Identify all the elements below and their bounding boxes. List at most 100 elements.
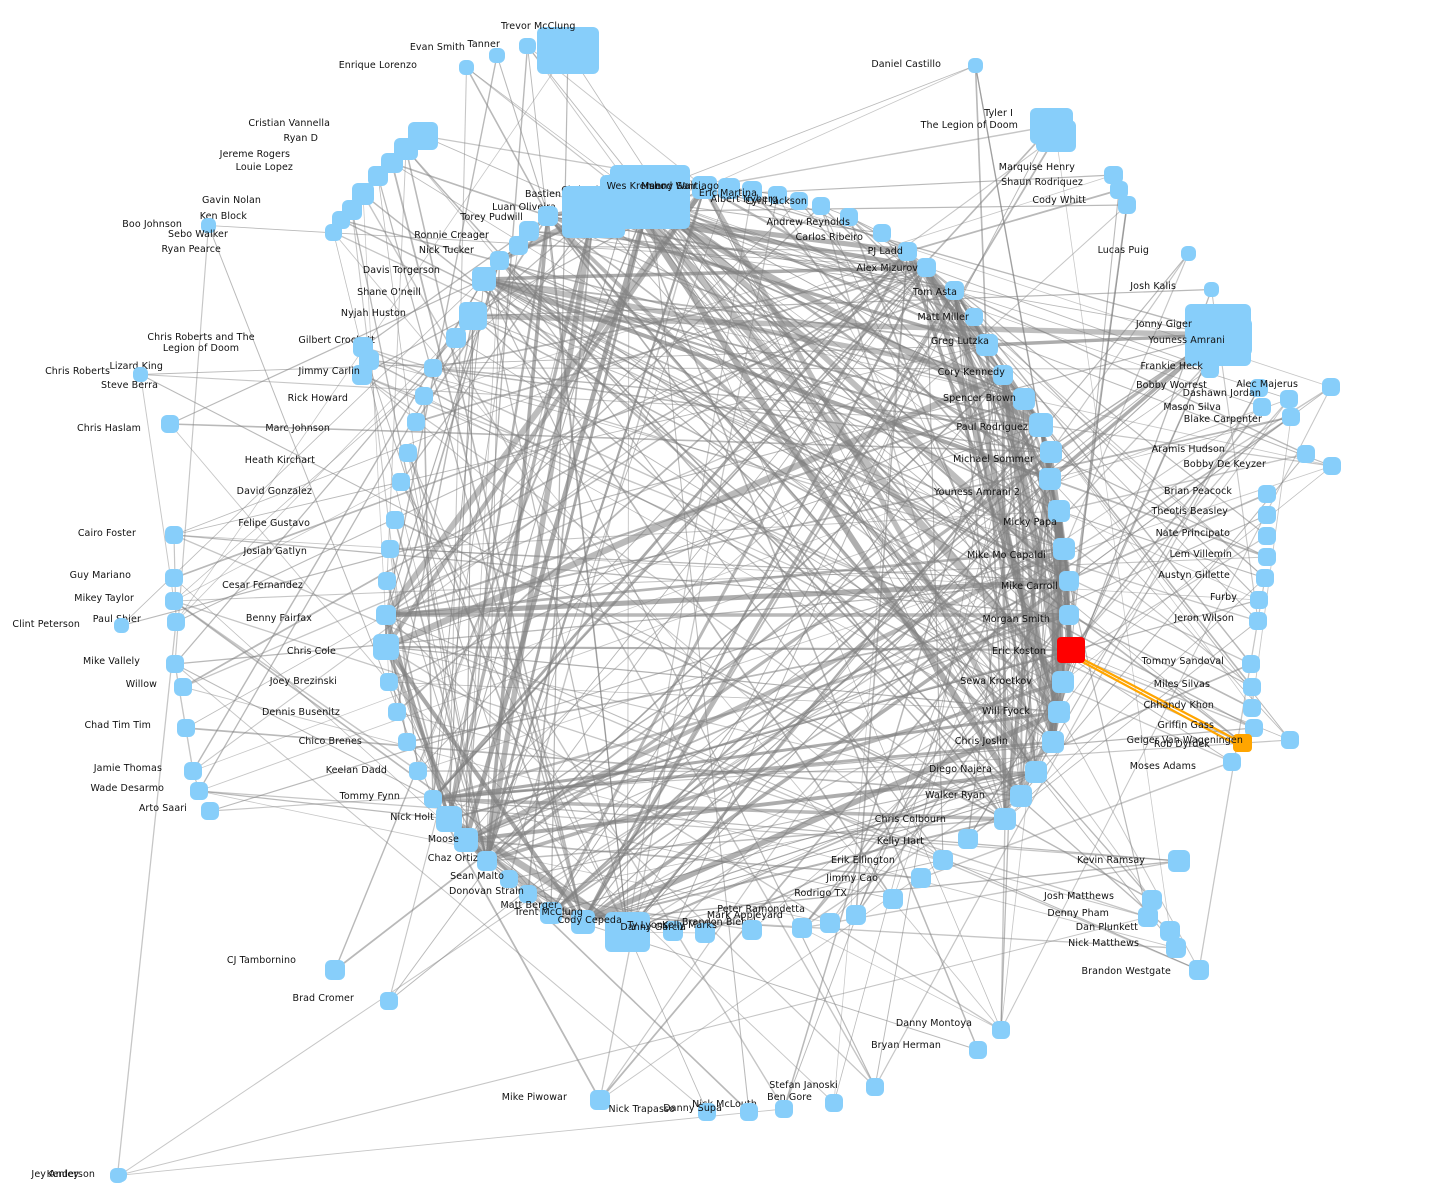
- graph-node[interactable]: [1249, 612, 1267, 630]
- graph-node[interactable]: [477, 851, 497, 871]
- graph-node[interactable]: [373, 634, 399, 660]
- graph-node[interactable]: [866, 1078, 884, 1096]
- graph-node[interactable]: [380, 673, 398, 691]
- graph-node[interactable]: [1059, 571, 1079, 591]
- graph-node[interactable]: [399, 444, 417, 462]
- graph-node[interactable]: [407, 413, 425, 431]
- graph-node[interactable]: [812, 197, 830, 215]
- graph-node[interactable]: [540, 902, 562, 924]
- graph-node[interactable]: [775, 1100, 793, 1118]
- graph-node[interactable]: [424, 359, 442, 377]
- graph-node[interactable]: [742, 181, 762, 201]
- graph-node[interactable]: [562, 186, 625, 238]
- graph-node[interactable]: [1052, 671, 1074, 693]
- graph-node[interactable]: [459, 60, 474, 75]
- graph-node[interactable]: [1250, 379, 1268, 397]
- graph-node[interactable]: [1118, 196, 1136, 214]
- graph-node[interactable]: [1104, 166, 1123, 184]
- graph-node[interactable]: [381, 540, 399, 558]
- graph-node[interactable]: [1013, 388, 1035, 410]
- graph-node[interactable]: [1223, 753, 1241, 771]
- graph-node[interactable]: [1160, 921, 1180, 941]
- graph-node[interactable]: [1245, 719, 1263, 737]
- graph-node[interactable]: [1010, 785, 1032, 807]
- graph-node[interactable]: [1048, 701, 1070, 723]
- graph-node[interactable]: [933, 850, 953, 870]
- graph-node[interactable]: [386, 511, 404, 529]
- graph-node[interactable]: [883, 889, 903, 909]
- graph-node[interactable]: [201, 218, 216, 233]
- graph-node[interactable]: [1281, 731, 1299, 749]
- graph-node[interactable]: [846, 905, 866, 925]
- graph-node[interactable]: [590, 1090, 610, 1110]
- graph-node[interactable]: [472, 267, 496, 291]
- graph-node[interactable]: [1204, 282, 1219, 297]
- graph-node[interactable]: [1048, 500, 1070, 522]
- graph-node[interactable]: [380, 992, 398, 1010]
- graph-node[interactable]: [1256, 569, 1274, 587]
- graph-node[interactable]: [519, 885, 537, 903]
- graph-node[interactable]: [1036, 120, 1076, 152]
- graph-node[interactable]: [873, 224, 891, 242]
- graph-node[interactable]: [742, 920, 762, 940]
- graph-node[interactable]: [352, 183, 374, 205]
- graph-node[interactable]: [945, 281, 964, 300]
- graph-node[interactable]: [1189, 960, 1209, 980]
- graph-node[interactable]: [459, 302, 487, 330]
- graph-node[interactable]: [825, 1094, 843, 1112]
- graph-node[interactable]: [1243, 699, 1261, 717]
- graph-node[interactable]: [538, 206, 558, 226]
- graph-node[interactable]: [792, 918, 812, 938]
- graph-node[interactable]: [718, 178, 740, 199]
- graph-node[interactable]: [790, 192, 808, 210]
- graph-node[interactable]: [1166, 938, 1186, 958]
- graph-node[interactable]: [911, 868, 931, 888]
- graph-node[interactable]: [1040, 441, 1062, 463]
- graph-node[interactable]: [161, 415, 179, 433]
- graph-node[interactable]: [436, 806, 462, 832]
- graph-node[interactable]: [376, 605, 396, 625]
- graph-node[interactable]: [1201, 360, 1219, 378]
- graph-node[interactable]: [415, 387, 433, 405]
- graph-node[interactable]: [190, 782, 208, 800]
- graph-node[interactable]: [695, 923, 715, 943]
- graph-node[interactable]: [1142, 890, 1162, 910]
- graph-node[interactable]: [519, 38, 536, 54]
- graph-node[interactable]: [114, 618, 129, 633]
- graph-node[interactable]: [692, 176, 717, 199]
- graph-node[interactable]: [1258, 548, 1276, 566]
- graph-node[interactable]: [768, 186, 787, 204]
- graph-node[interactable]: [166, 655, 184, 673]
- graph-node[interactable]: [409, 762, 427, 780]
- graph-node[interactable]: [1029, 413, 1053, 437]
- graph-node[interactable]: [1138, 907, 1158, 927]
- graph-node[interactable]: [820, 913, 840, 933]
- graph-node[interactable]: [1280, 390, 1298, 408]
- graph-node[interactable]: [1258, 506, 1276, 524]
- graph-node[interactable]: [1181, 246, 1196, 261]
- graph-node[interactable]: [1253, 398, 1271, 416]
- graph-node[interactable]: [1168, 850, 1190, 872]
- graph-node[interactable]: [325, 960, 345, 980]
- graph-node[interactable]: [378, 572, 396, 590]
- graph-node[interactable]: [424, 790, 442, 808]
- graph-node[interactable]: [165, 592, 183, 610]
- graph-node[interactable]: [1039, 468, 1061, 490]
- graph-node[interactable]: [509, 236, 528, 255]
- graph-node[interactable]: [167, 613, 185, 631]
- graph-node[interactable]: [1258, 485, 1276, 503]
- graph-node[interactable]: [165, 569, 183, 587]
- graph-node[interactable]: [500, 870, 518, 888]
- graph-node[interactable]: [1297, 445, 1315, 463]
- graph-node[interactable]: [113, 1168, 127, 1182]
- graph-node[interactable]: [994, 808, 1016, 830]
- graph-node[interactable]: [1250, 591, 1268, 609]
- graph-node[interactable]: [352, 365, 372, 385]
- graph-node[interactable]: [917, 258, 936, 277]
- graph-node[interactable]: [898, 242, 917, 261]
- graph-node[interactable]: [1059, 605, 1079, 625]
- graph-node[interactable]: [969, 1041, 987, 1059]
- graph-node[interactable]: [605, 912, 650, 952]
- graph-node[interactable]: [388, 703, 406, 721]
- graph-node[interactable]: [976, 334, 998, 356]
